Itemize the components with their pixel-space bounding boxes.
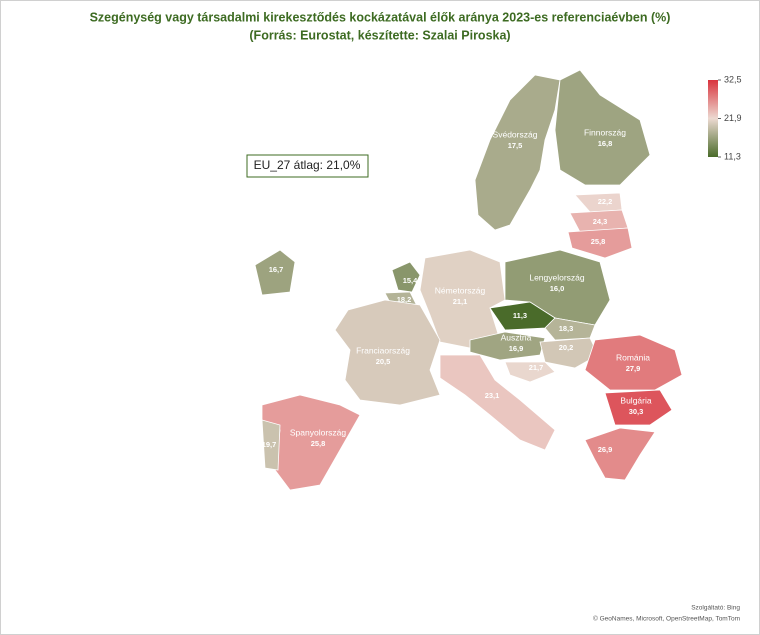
region bbox=[584, 427, 656, 481]
region-value: 22,2 bbox=[598, 197, 613, 206]
region bbox=[604, 389, 673, 426]
region bbox=[261, 419, 281, 471]
region-value: 16,9 bbox=[509, 344, 524, 353]
region-value: 25,8 bbox=[591, 237, 606, 246]
region bbox=[439, 354, 556, 451]
region bbox=[567, 227, 633, 259]
attribution: © GeoNames, Microsoft, OpenStreetMap, To… bbox=[593, 615, 740, 623]
region bbox=[504, 361, 556, 383]
region-name: Bulgária bbox=[620, 395, 651, 405]
region bbox=[544, 317, 596, 341]
region bbox=[474, 74, 561, 231]
region-value: 21,7 bbox=[529, 363, 544, 372]
region-name: Franciaország bbox=[356, 345, 410, 355]
region-name: Románia bbox=[616, 352, 650, 362]
region bbox=[469, 331, 546, 361]
region-value: 16,0 bbox=[550, 284, 565, 293]
region-value: 17,5 bbox=[508, 141, 523, 150]
region-name: Spanyolország bbox=[290, 427, 347, 437]
region-value: 15,4 bbox=[403, 276, 418, 285]
region bbox=[584, 334, 683, 391]
region-name: Finnország bbox=[584, 127, 626, 137]
region-value: 20,5 bbox=[376, 357, 391, 366]
region-value: 23,1 bbox=[485, 391, 500, 400]
region-value: 30,3 bbox=[629, 407, 644, 416]
region-value: 20,2 bbox=[559, 343, 574, 352]
region-value: 25,8 bbox=[311, 439, 326, 448]
region-name: Németország bbox=[435, 285, 486, 295]
region-value: 16,7 bbox=[269, 265, 284, 274]
region-value: 19,7 bbox=[262, 440, 277, 449]
region-value: 18,3 bbox=[559, 324, 574, 333]
region-value: 21,1 bbox=[453, 297, 468, 306]
legend-label: 21,9 bbox=[724, 113, 742, 123]
region bbox=[391, 261, 421, 293]
attribution: Szolgáltató: Bing bbox=[691, 605, 740, 612]
legend-bar bbox=[708, 80, 718, 157]
region-name: Ausztria bbox=[501, 332, 532, 342]
annotation: EU_27 átlag: 21,0% bbox=[254, 158, 361, 172]
region bbox=[334, 299, 441, 406]
region-name: Svédország bbox=[493, 129, 538, 139]
region-value: 16,8 bbox=[598, 139, 613, 148]
region bbox=[254, 249, 296, 296]
region-value: 27,9 bbox=[626, 364, 641, 373]
title: Szegénység vagy társadalmi kirekesztődés… bbox=[90, 10, 671, 24]
legend-label: 11,3 bbox=[724, 151, 741, 161]
subtitle: (Forrás: Eurostat, készítette: Szalai Pi… bbox=[249, 28, 510, 42]
region-value: 24,3 bbox=[593, 217, 608, 226]
region-value: 18,2 bbox=[397, 295, 412, 304]
annotation-box bbox=[246, 154, 369, 178]
region-name: Lengyelország bbox=[529, 272, 585, 282]
legend-label: 32,5 bbox=[724, 74, 742, 84]
region bbox=[539, 337, 599, 369]
region-value: 11,3 bbox=[513, 311, 527, 320]
region-value: 26,9 bbox=[598, 445, 613, 454]
region bbox=[554, 69, 651, 186]
